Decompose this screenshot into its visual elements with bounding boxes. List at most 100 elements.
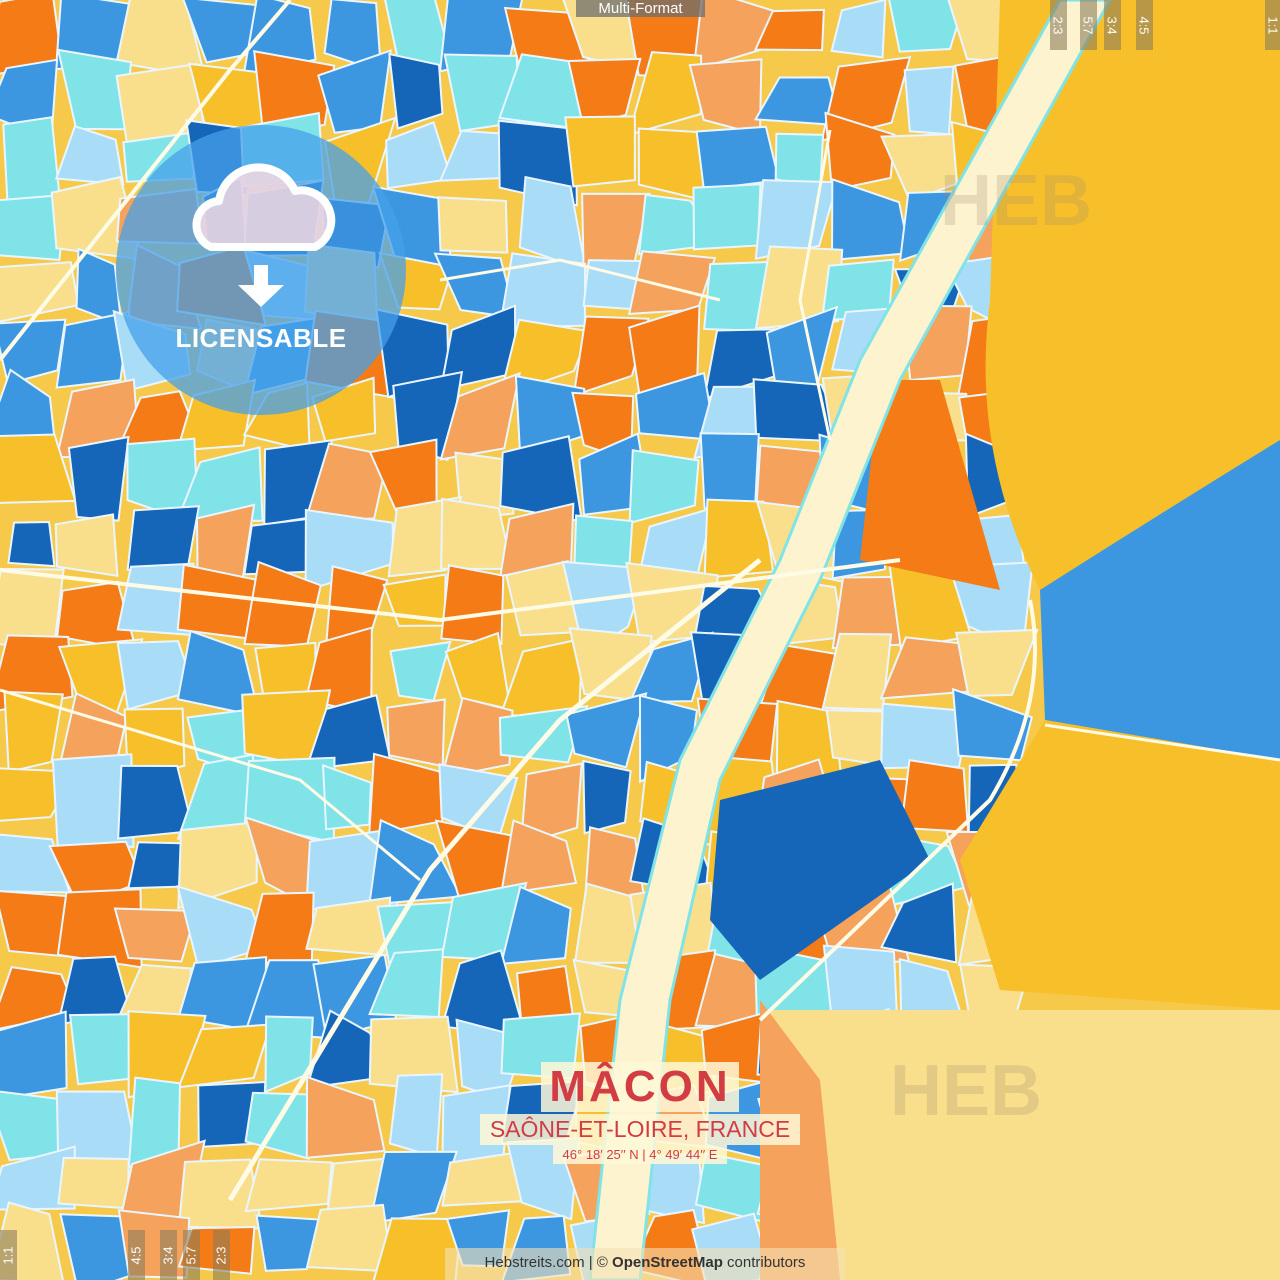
ratio-tag-5-7: 5:7 xyxy=(1080,0,1097,50)
map-block xyxy=(3,690,64,774)
map-block xyxy=(304,442,390,522)
map-block xyxy=(177,821,258,910)
map-block xyxy=(0,1010,68,1100)
watermark: HEB xyxy=(890,1051,1043,1131)
road xyxy=(758,599,1037,1022)
map-block xyxy=(582,759,632,835)
map-block xyxy=(244,1158,334,1213)
map-block xyxy=(880,882,958,964)
map-block xyxy=(439,371,521,461)
map-block xyxy=(55,310,131,389)
site-link[interactable]: Hebstreits.com xyxy=(484,1254,585,1271)
map-block xyxy=(388,1073,444,1159)
map-block xyxy=(888,0,967,53)
map-block xyxy=(0,193,68,261)
map-block xyxy=(564,115,636,188)
map-block xyxy=(389,640,452,702)
map-block xyxy=(498,704,589,764)
osm-link[interactable]: OpenStreetMap xyxy=(612,1254,723,1271)
map-block xyxy=(368,1015,459,1094)
map-block xyxy=(830,0,887,59)
east-field xyxy=(1040,440,1280,760)
map-block xyxy=(688,58,763,137)
east-field xyxy=(960,720,1280,1010)
map-block xyxy=(0,261,80,323)
title-block: MÂCON SAÔNE-ET-LOIRE, FRANCE 46° 18′ 25′… xyxy=(462,1062,818,1164)
licensable-label: LICENSABLE xyxy=(175,323,347,353)
map-block xyxy=(879,636,972,700)
map-block xyxy=(0,1145,76,1211)
map-block xyxy=(372,1217,463,1280)
map-block xyxy=(392,370,464,462)
map-block xyxy=(565,692,648,769)
map-block xyxy=(386,698,446,768)
map-block xyxy=(880,702,971,770)
map-block xyxy=(113,907,198,963)
ratio-tag-5-7: 5:7 xyxy=(183,1230,200,1280)
road xyxy=(1044,723,1280,762)
map-block xyxy=(317,49,392,134)
map-block xyxy=(388,52,444,130)
map-block xyxy=(692,183,762,251)
road xyxy=(0,688,421,882)
multi-format-label: Multi-Format xyxy=(576,0,705,17)
ratio-tag-1-1: 1:1 xyxy=(0,1230,17,1280)
map-block xyxy=(54,124,125,186)
field xyxy=(860,380,1000,590)
cloud-download-icon xyxy=(192,163,336,307)
east-field xyxy=(985,0,1280,590)
map-block xyxy=(126,505,201,572)
map-block xyxy=(628,449,700,525)
map-block xyxy=(54,513,119,578)
map-block xyxy=(754,245,844,330)
map-block xyxy=(753,8,825,52)
map-block xyxy=(519,762,583,846)
ratio-tag-2-3: 2:3 xyxy=(1050,0,1067,50)
map-block xyxy=(903,65,955,136)
ratio-tag-3-4: 3:4 xyxy=(160,1230,177,1280)
map-block xyxy=(0,318,67,386)
road xyxy=(0,0,292,362)
road xyxy=(439,258,721,302)
map-block xyxy=(264,1015,314,1094)
map-block xyxy=(824,111,896,192)
south-field xyxy=(760,1010,1280,1280)
attribution-footer: Hebstreits.com | © OpenStreetMap contrib… xyxy=(445,1248,845,1280)
map-block xyxy=(951,687,1033,762)
map-block xyxy=(581,192,651,268)
map-block xyxy=(831,177,911,262)
ratio-tag-4-5: 4:5 xyxy=(128,1230,145,1280)
map-block xyxy=(7,521,56,568)
map-block xyxy=(499,819,578,896)
map-block xyxy=(57,1156,130,1210)
map-block xyxy=(900,758,970,833)
map-block xyxy=(955,628,1039,698)
map-block xyxy=(567,57,642,128)
road xyxy=(227,558,762,1202)
map-block xyxy=(368,1150,459,1225)
ratio-tag-4-5: 4:5 xyxy=(1136,0,1153,50)
city-name: MÂCON xyxy=(541,1062,739,1112)
map-block xyxy=(243,891,315,964)
coordinates: 46° 18′ 25′′ N | 4° 49′ 44′′ E xyxy=(552,1145,728,1164)
ratio-tag-3-4: 3:4 xyxy=(1104,0,1121,50)
map-block xyxy=(176,446,264,522)
region-name: SAÔNE-ET-LOIRE, FRANCE xyxy=(479,1114,801,1145)
map-block xyxy=(444,631,512,711)
map-block xyxy=(177,1023,273,1089)
attribution-suffix: contributors xyxy=(722,1254,806,1271)
separator: | © xyxy=(584,1254,613,1271)
map-block xyxy=(499,637,584,719)
map-block xyxy=(627,51,703,137)
ratio-tag-2-3: 2:3 xyxy=(213,1230,230,1280)
map-block xyxy=(499,885,572,965)
road xyxy=(0,558,901,623)
map-block xyxy=(440,696,514,780)
map-block xyxy=(437,196,509,254)
map-block xyxy=(51,753,135,848)
road xyxy=(798,129,832,441)
map-block xyxy=(67,435,130,522)
ratio-tag-1-1: 1:1 xyxy=(1265,0,1280,50)
map-block xyxy=(305,1075,386,1159)
licensable-badge[interactable]: LICENSABLE xyxy=(116,125,406,415)
